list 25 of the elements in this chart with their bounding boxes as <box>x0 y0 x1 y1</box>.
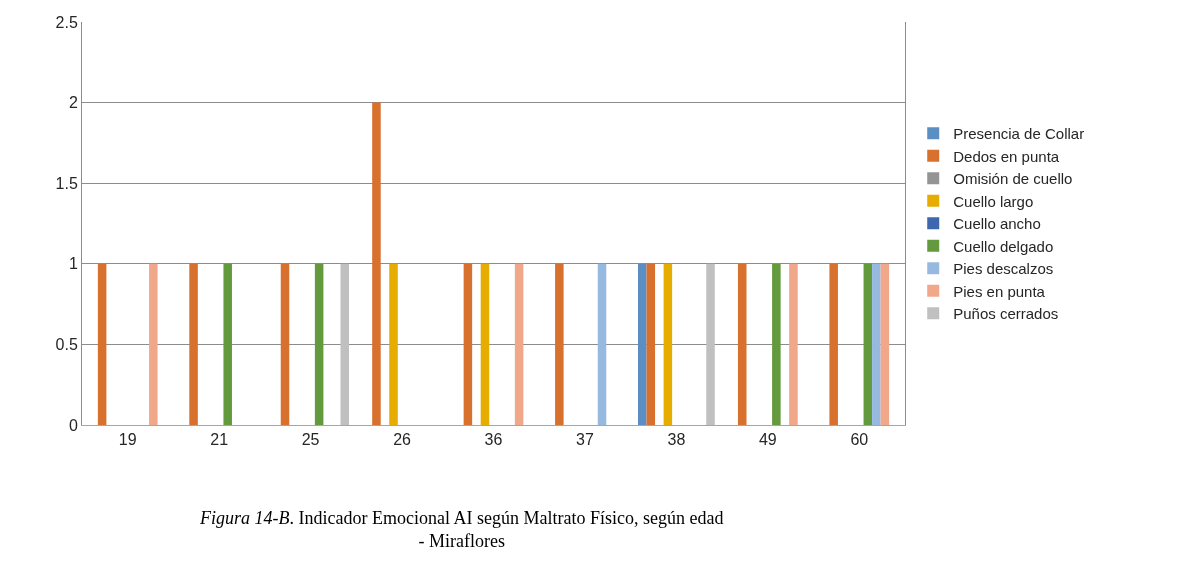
x-tick-label: 19 <box>118 431 137 449</box>
y-tick-label: 0 <box>68 416 78 434</box>
legend-label: Presencia de Collar <box>953 125 1085 143</box>
y-tick-label: 1.5 <box>55 174 78 192</box>
x-tick-label: 60 <box>850 431 869 449</box>
legend-label: Pies descalzos <box>953 260 1054 278</box>
x-tick-label: 38 <box>667 431 686 449</box>
legend-label: Omisión de cuello <box>953 170 1073 188</box>
x-tick-label: 36 <box>484 431 503 449</box>
x-tick-label: 37 <box>576 431 594 449</box>
legend-label: Dedos en punta <box>953 147 1060 165</box>
y-tick-label: 1 <box>68 255 78 273</box>
legend-label: Cuello delgado <box>953 237 1054 255</box>
y-tick-label: 2.5 <box>55 13 78 31</box>
x-tick-label: 26 <box>393 431 412 449</box>
legend-label: Cuello largo <box>953 192 1034 210</box>
legend-label: Cuello ancho <box>953 215 1041 233</box>
legend-label: Puños cerrados <box>953 305 1059 323</box>
text: Figura 14-B. Indicador Emocional AI según Maltrato Físico, según edad - Miraflores <box>199 508 724 552</box>
y-tick-label: 2 <box>68 94 78 112</box>
x-tick-label: 49 <box>758 431 777 449</box>
y-tick-label: 0.5 <box>55 336 78 353</box>
x-tick-label: 25 <box>301 431 320 449</box>
x-tick-label: 21 <box>210 431 229 449</box>
legend-label: Pies en punta <box>953 282 1046 300</box>
